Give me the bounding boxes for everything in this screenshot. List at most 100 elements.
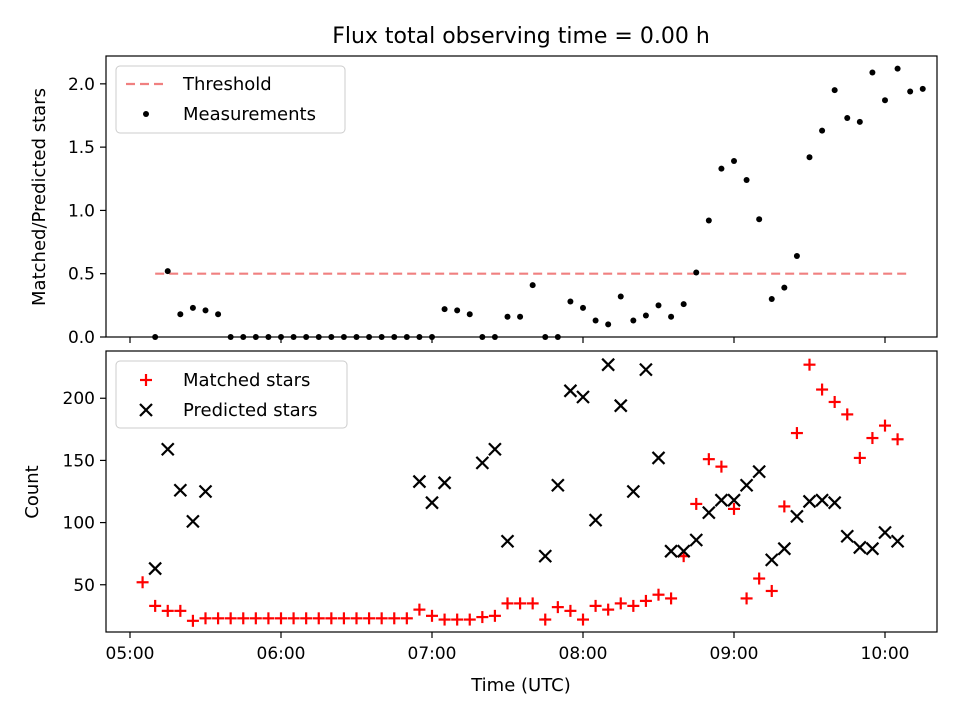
predicted-stars-point: [500, 534, 515, 549]
matched-stars-point: [753, 572, 766, 585]
legend-predicted-swatch: [139, 403, 153, 417]
legend-measurements-label: Measurements: [183, 104, 316, 125]
y-tick-label: 1.5: [68, 138, 95, 158]
measurement-point: [743, 177, 750, 184]
predicted-stars-point: [563, 384, 578, 398]
measurement-point: [894, 65, 901, 72]
measurement-point: [164, 268, 171, 275]
predicted-stars-point: [878, 525, 892, 540]
matched-stars-point: [300, 612, 313, 625]
predicted-stars-point: [664, 544, 678, 558]
matched-stars-point: [451, 613, 464, 626]
matched-stars-point: [400, 612, 413, 625]
x-tick-label: 07:00: [408, 644, 457, 664]
measurement-point: [781, 284, 788, 291]
bottom-y-axis-label: Count: [22, 465, 43, 518]
predicted-stars-point: [827, 495, 842, 510]
predicted-stars-point: [613, 398, 628, 413]
measurement-point: [189, 304, 196, 311]
measurement-point: [819, 127, 826, 134]
matched-stars-point: [312, 612, 325, 625]
measurement-point: [919, 85, 926, 92]
matched-stars-point: [551, 601, 564, 614]
matched-stars-point: [363, 612, 376, 625]
matched-stars-point: [778, 500, 791, 513]
x-tick-label: 10:00: [861, 644, 910, 664]
measurement-point: [705, 217, 712, 224]
bottom-axes-frame: [105, 350, 938, 633]
matched-stars-point: [488, 609, 501, 622]
bottom-plot-area: 50 100 150 200 05:00 06:00 07:00 08:00 09:00 10:0…: [63, 357, 910, 664]
matched-stars-point: [652, 588, 665, 601]
predicted-stars-point: [752, 464, 766, 479]
matched-stars-point: [841, 408, 854, 421]
measurement-point: [529, 282, 536, 289]
predicted-stars-point: [790, 509, 804, 524]
predicted-stars-point: [425, 495, 439, 510]
matched-stars-point: [375, 612, 388, 625]
x-tick-label: 08:00: [559, 644, 608, 664]
predicted-stars-point: [890, 534, 905, 549]
matched-stars-point: [690, 497, 703, 510]
matched-stars-point: [262, 612, 275, 625]
measurement-point: [869, 69, 876, 76]
y-tick-label: 50: [73, 576, 95, 596]
matched-stars-point: [740, 592, 753, 605]
measurement-point: [655, 302, 662, 309]
y-tick-label: 200: [63, 389, 95, 409]
measurement-point: [693, 269, 700, 276]
predicted-stars-point: [865, 541, 880, 556]
chart-title: Flux total observing time = 0.00 h: [332, 24, 710, 49]
predicted-stars-point: [815, 493, 829, 507]
predicted-stars-point: [601, 357, 615, 372]
matched-stars-point: [577, 613, 589, 626]
matched-stars-point: [438, 613, 451, 626]
predicted-stars-point: [676, 544, 691, 558]
predicted-stars-point: [551, 478, 565, 493]
matched-stars-point: [237, 612, 250, 625]
measurement-point: [806, 154, 813, 161]
measurement-point: [831, 87, 838, 94]
predicted-stars-point: [475, 456, 490, 470]
matched-stars-point: [891, 433, 904, 446]
matched-stars-point: [186, 614, 199, 627]
matched-stars-point: [828, 395, 841, 408]
matched-stars-point: [136, 576, 149, 589]
y-tick-label: 1.0: [68, 201, 95, 221]
matched-stars-point: [765, 584, 778, 597]
measurement-point: [605, 321, 612, 328]
predicted-stars-point: [739, 478, 754, 493]
measurement-point: [856, 118, 863, 125]
predicted-stars-point: [198, 484, 213, 499]
legend-matched-label: Matched stars: [183, 370, 310, 391]
matched-stars-point: [388, 612, 401, 625]
predicted-stars-point: [160, 442, 175, 457]
measurement-point: [454, 307, 461, 314]
matched-stars-point: [199, 612, 212, 625]
predicted-stars-point: [840, 529, 855, 544]
legend-measurements-swatch: [143, 111, 149, 117]
matched-stars-point: [790, 427, 803, 440]
measurement-point: [793, 252, 800, 259]
predicted-stars-point: [588, 513, 603, 527]
matched-stars-point: [463, 613, 476, 626]
matched-stars-point: [325, 612, 338, 625]
predicted-stars-point: [651, 451, 666, 465]
y-tick-label: 0.0: [68, 328, 95, 348]
predicted-stars-point: [802, 494, 817, 509]
matched-stars-point: [514, 597, 527, 610]
predicted-stars-point: [538, 549, 553, 563]
x-tick-label: 06:00: [257, 644, 306, 664]
matched-stars-point: [350, 612, 363, 625]
matched-stars-point: [639, 594, 652, 607]
matched-stars-point: [853, 451, 866, 464]
matched-stars-point: [879, 419, 891, 432]
predicted-stars-point: [702, 505, 716, 520]
matched-stars-point: [816, 383, 829, 396]
matched-stars-point: [174, 604, 187, 617]
matched-stars-point: [564, 604, 577, 617]
predicted-stars-point: [689, 533, 704, 547]
x-tick-label: 09:00: [710, 644, 759, 664]
measurement-point: [567, 298, 574, 305]
matched-stars-point: [589, 599, 602, 612]
